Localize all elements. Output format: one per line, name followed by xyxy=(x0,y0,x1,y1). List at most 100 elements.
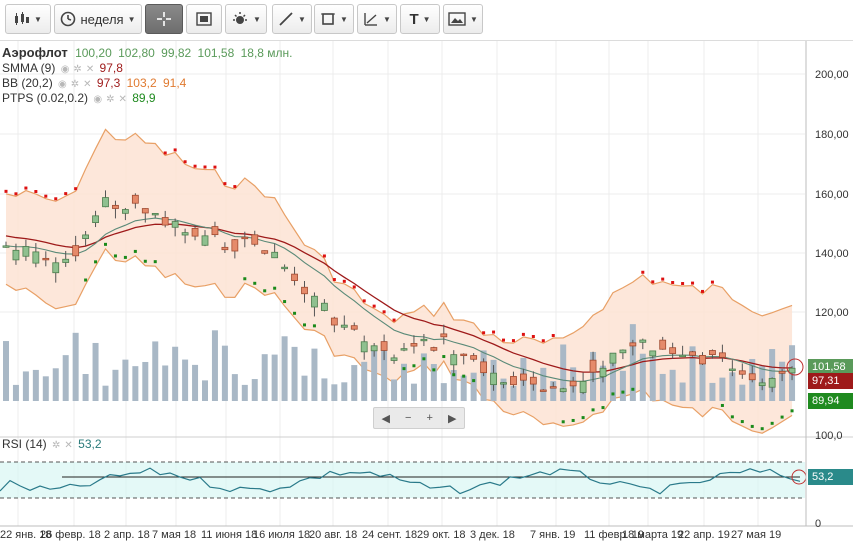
candle-body xyxy=(22,246,30,257)
rsi-name: RSI (14) xyxy=(2,437,47,451)
last-price-marker xyxy=(786,358,804,376)
close-icon[interactable]: ✕ xyxy=(64,440,73,451)
sar-dot xyxy=(34,190,38,194)
volume-bar xyxy=(231,374,238,401)
sar-dot xyxy=(84,278,88,282)
chart-type-button[interactable]: ▼ xyxy=(5,4,51,34)
sar-dot xyxy=(730,415,734,419)
candle-body xyxy=(330,317,338,326)
volume-bar xyxy=(3,341,9,401)
eye-icon[interactable]: ◉ xyxy=(60,64,70,75)
volume-bar xyxy=(32,369,39,401)
price-chart[interactable] xyxy=(0,41,853,546)
image-tool-button[interactable]: ▼ xyxy=(443,4,483,34)
volume-bar xyxy=(331,384,338,401)
sar-dot xyxy=(143,259,147,263)
fibonacci-icon xyxy=(364,13,378,26)
smma-name: SMMA (9) xyxy=(2,61,56,75)
indicators-button[interactable]: ▼ xyxy=(225,4,267,34)
price-axis-label: 160,00 xyxy=(815,189,849,201)
crosshair-button[interactable] xyxy=(145,4,183,34)
candle-body xyxy=(539,389,547,392)
bollinger-upper-line xyxy=(5,128,793,344)
sar-dot xyxy=(352,285,356,289)
volume-bar xyxy=(162,365,169,401)
sar-dot xyxy=(740,420,744,424)
close-icon[interactable]: ✕ xyxy=(83,79,92,90)
volume-bar xyxy=(450,369,457,401)
volume-bar xyxy=(72,332,79,401)
sar-dot xyxy=(173,148,177,152)
text-tool-button[interactable]: T ▼ xyxy=(400,4,440,34)
time-axis-label: 2 апр. 18 xyxy=(104,529,150,541)
gear-icon[interactable]: ✲ xyxy=(73,64,82,75)
candle-body xyxy=(460,353,468,357)
volume-bar xyxy=(410,383,417,401)
rsi-axis-label: 0 xyxy=(815,518,822,530)
sar-dot xyxy=(551,334,555,338)
candle-body xyxy=(699,355,706,365)
candle-body xyxy=(370,345,378,352)
candle-body xyxy=(639,339,647,343)
zoom-out-icon[interactable]: − xyxy=(405,412,412,424)
time-axis-label: 26 февр. 18 xyxy=(40,529,101,541)
volume-bar xyxy=(351,365,358,401)
rsi-badge: 53,2 xyxy=(808,469,853,485)
candle-body xyxy=(420,338,428,342)
sar-dot xyxy=(402,367,406,371)
shape-tool-button[interactable]: ▼ xyxy=(314,4,354,34)
close-icon[interactable]: ✕ xyxy=(85,64,95,75)
eye-icon[interactable]: ◉ xyxy=(58,79,67,90)
ohlc-close: 101,58 xyxy=(197,46,235,60)
volume-bar xyxy=(22,371,29,401)
gear-icon[interactable]: ✲ xyxy=(106,94,115,105)
panel-button[interactable] xyxy=(186,4,222,34)
sar-dot xyxy=(621,390,625,394)
sar-dot xyxy=(641,270,645,274)
volume-bar xyxy=(281,336,288,401)
volume-bar xyxy=(202,380,208,401)
sar-dot xyxy=(203,165,207,169)
volume-bar xyxy=(251,379,258,401)
volume-bar xyxy=(311,348,318,401)
arrow-left-icon[interactable]: ◀ xyxy=(381,412,390,425)
candle-body xyxy=(122,209,129,214)
fib-tool-button[interactable]: ▼ xyxy=(357,4,397,34)
image-icon xyxy=(448,12,466,26)
candle-body xyxy=(768,378,776,388)
sar-dot xyxy=(591,408,595,412)
candle-body xyxy=(161,217,169,226)
sar-dot xyxy=(482,331,486,335)
gear-icon[interactable]: ✲ xyxy=(70,79,80,90)
volume-bar xyxy=(739,384,746,401)
candle-body xyxy=(102,197,109,208)
candle-body xyxy=(231,239,239,252)
time-axis-label: 11 июня 18 xyxy=(201,529,258,541)
candle-body xyxy=(728,368,736,371)
volume-bar xyxy=(291,346,298,401)
volume-bar xyxy=(550,381,557,401)
line-tool-button[interactable]: ▼ xyxy=(272,4,312,34)
volume-bar xyxy=(361,361,368,401)
sar-dot xyxy=(283,300,287,304)
zoom-in-icon[interactable]: + xyxy=(426,412,433,424)
volume-bar xyxy=(371,348,378,401)
candle-body xyxy=(599,367,607,378)
sar-dot xyxy=(611,392,615,396)
sar-dot xyxy=(392,318,396,322)
close-icon[interactable]: ✕ xyxy=(118,94,127,105)
volume-bar xyxy=(530,382,537,401)
eye-icon[interactable]: ◉ xyxy=(93,94,103,105)
time-axis-label: 3 дек. 18 xyxy=(470,529,515,541)
volume-bar xyxy=(321,378,328,401)
volume-bar xyxy=(669,369,676,401)
rsi-axis-label: 100,0 xyxy=(815,430,843,442)
arrow-right-icon[interactable]: ▶ xyxy=(448,412,457,425)
bb-middle-line xyxy=(5,217,793,382)
candle-body xyxy=(340,324,348,328)
period-select[interactable]: неделя ▼ xyxy=(54,4,142,34)
time-axis-label: 7 янв. 19 xyxy=(530,529,576,541)
gear-icon[interactable]: ✲ xyxy=(52,440,61,451)
time-axis-label: 22 янв. 18 xyxy=(0,529,52,541)
candle-body xyxy=(480,361,488,374)
